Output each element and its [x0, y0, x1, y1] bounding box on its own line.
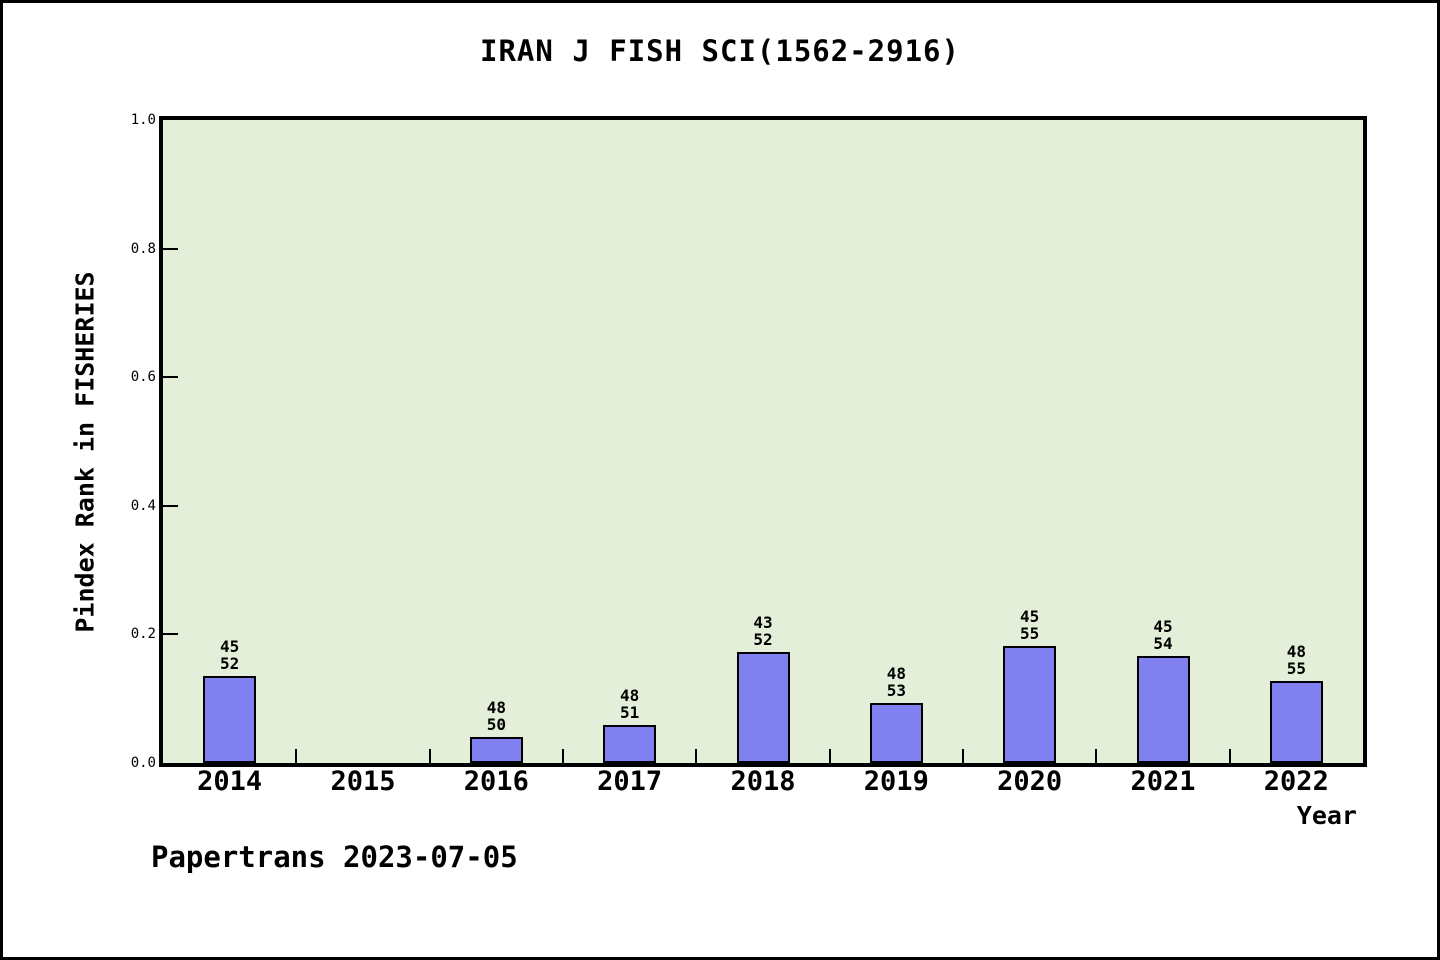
bar-2018 — [736, 651, 790, 763]
bar-rank-value: 45 — [1020, 606, 1040, 626]
bar-rank-value: 48 — [1286, 642, 1306, 662]
bar-2016 — [469, 737, 523, 763]
bar-rank-value: 43 — [753, 612, 773, 632]
y-tick-mark — [163, 633, 178, 636]
x-tick-mark — [1095, 749, 1098, 763]
x-tick-mark — [562, 749, 564, 763]
y-tick-label: 0.6 — [130, 369, 156, 386]
bar-value-label-2017: 48 51 — [585, 687, 675, 721]
bar-value-label-2022: 48 55 — [1251, 643, 1341, 677]
x-axis-label: Year — [1296, 801, 1357, 830]
bar-2019 — [869, 702, 923, 763]
bar-total-value: 51 — [620, 703, 640, 723]
chart-title: IRAN J FISH SCI(1562-2916) — [480, 34, 960, 68]
bar-2022 — [1269, 681, 1323, 763]
bar-total-value: 52 — [220, 654, 240, 674]
y-tick-label: 0.0 — [130, 755, 156, 771]
bar-value-label-2014: 45 52 — [185, 638, 275, 672]
y-tick-label: 1.0 — [130, 112, 156, 128]
x-tick-mark — [828, 749, 831, 763]
bar-value-label-2020: 45 55 — [985, 608, 1075, 642]
x-category-label-2019: 2019 — [863, 766, 929, 797]
x-category-label-2015: 2015 — [330, 766, 396, 797]
bar-rank-value: 48 — [886, 663, 906, 683]
y-axis-label: Pindex Rank in FISHERIES — [70, 271, 100, 633]
x-tick-mark — [962, 749, 964, 763]
bar-rank-value: 45 — [220, 637, 240, 657]
bar-total-value: 55 — [1286, 659, 1306, 679]
x-tick-mark — [428, 749, 431, 763]
x-tick-mark — [695, 749, 698, 763]
y-tick-label: 0.2 — [130, 626, 156, 643]
y-tick-label: 0.8 — [130, 240, 156, 257]
bar-total-value: 54 — [1153, 633, 1173, 653]
x-tick-mark — [1228, 749, 1231, 763]
bar-rank-value: 48 — [486, 698, 506, 718]
x-category-label-2014: 2014 — [197, 766, 263, 797]
watermark-text: Papertrans 2023-07-05 — [151, 840, 518, 874]
x-category-label-2018: 2018 — [730, 766, 796, 797]
x-category-label-2016: 2016 — [463, 766, 529, 797]
y-tick-mark — [163, 247, 178, 250]
bar-value-label-2018: 43 52 — [718, 614, 808, 648]
x-category-label-2021: 2021 — [1130, 766, 1196, 797]
bar-2021 — [1136, 655, 1190, 763]
bar-2014 — [203, 676, 257, 763]
bar-rank-value: 48 — [620, 686, 640, 706]
bar-value-label-2019: 48 53 — [851, 665, 941, 699]
bar-total-value: 52 — [753, 629, 773, 649]
bar-rank-value: 45 — [1153, 616, 1173, 636]
bar-total-value: 55 — [1020, 623, 1040, 643]
x-category-label-2022: 2022 — [1263, 766, 1329, 797]
y-tick-label: 0.4 — [130, 497, 156, 514]
bar-value-label-2016: 48 50 — [451, 699, 541, 733]
x-category-label-2020: 2020 — [997, 766, 1063, 797]
bar-total-value: 50 — [486, 715, 506, 735]
bar-2020 — [1003, 645, 1057, 763]
x-tick-mark — [295, 749, 298, 763]
y-tick-mark — [163, 376, 178, 379]
bar-value-label-2021: 45 54 — [1118, 618, 1208, 652]
bar-2017 — [603, 725, 657, 763]
plot-area: 45 52 48 50 48 51 43 52 48 53 45 55 45 54 48 55 — [159, 116, 1367, 767]
x-category-label-2017: 2017 — [597, 766, 663, 797]
y-tick-mark — [163, 504, 178, 507]
bar-total-value: 53 — [886, 680, 906, 700]
